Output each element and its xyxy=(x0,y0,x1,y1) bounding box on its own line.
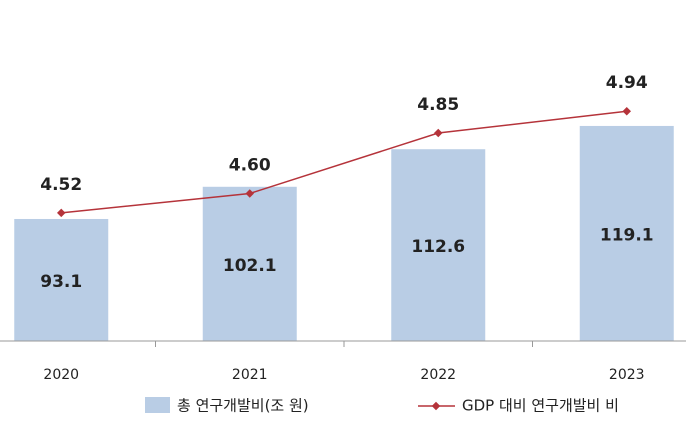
bar xyxy=(391,149,486,341)
bar xyxy=(579,125,674,342)
legend-swatch xyxy=(145,397,170,413)
value-label: 119.1 xyxy=(600,225,654,245)
legend-label: GDP 대비 연구개발비 비 xyxy=(462,397,619,415)
line-marker xyxy=(434,128,443,138)
x-tick-label: 2023 xyxy=(609,367,645,383)
line-marker xyxy=(622,107,631,116)
line-marker xyxy=(245,189,254,198)
value-label: 4.52 xyxy=(40,175,82,195)
value-label: 93.1 xyxy=(40,272,82,292)
x-tick-label: 2020 xyxy=(43,367,79,383)
value-label: 112.6 xyxy=(411,237,465,257)
line xyxy=(61,110,627,214)
value-label: 4.85 xyxy=(417,95,459,115)
line-marker xyxy=(57,208,66,218)
legend-marker xyxy=(431,401,441,411)
legend-label: 총 연구개발비(조 원) xyxy=(177,397,309,415)
x-tick-label: 2022 xyxy=(420,367,456,383)
bar xyxy=(14,218,109,341)
value-label: 102.1 xyxy=(223,256,277,276)
value-label: 4.60 xyxy=(229,155,271,175)
x-tick-label: 2021 xyxy=(232,367,268,383)
value-label: 4.94 xyxy=(606,73,648,93)
bar xyxy=(202,186,297,341)
